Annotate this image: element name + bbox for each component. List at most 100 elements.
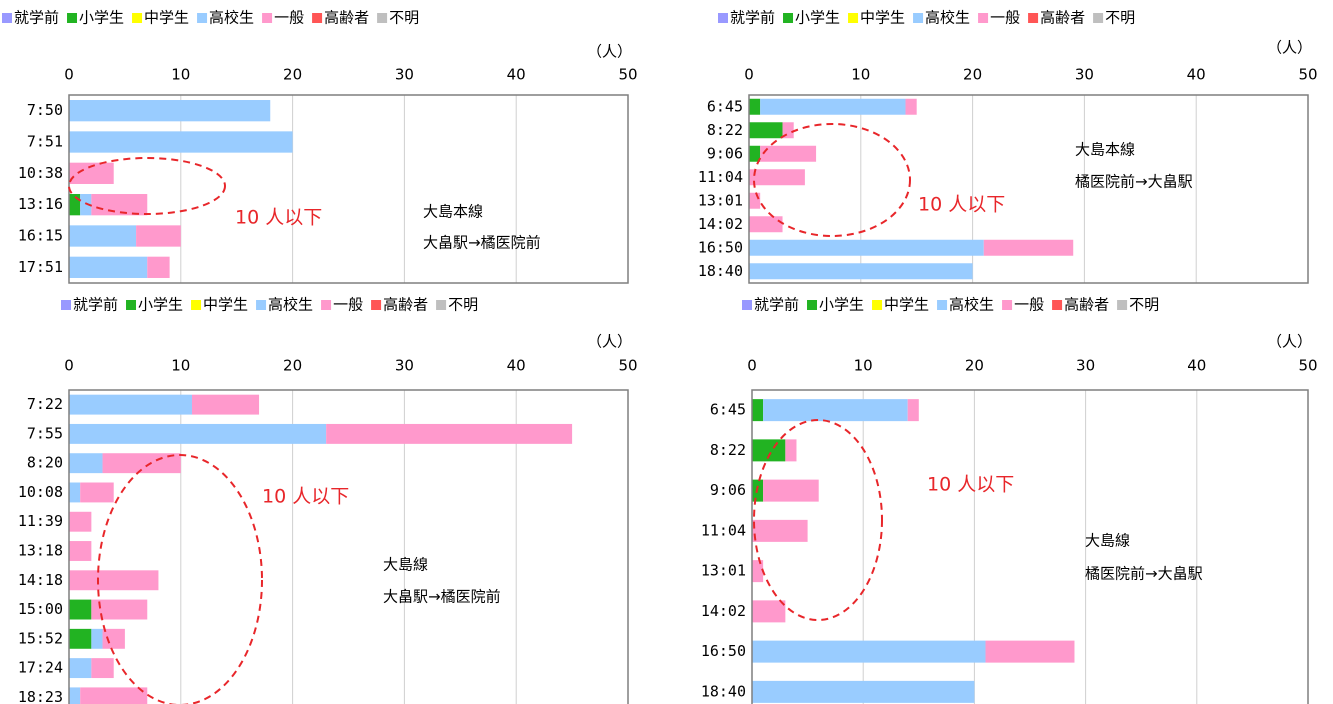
legend-swatch	[783, 13, 794, 23]
route-note: 大島線	[383, 556, 428, 574]
bar-segment	[752, 439, 786, 462]
legend-label: 小学生	[819, 296, 864, 314]
annotation: 10 人以下	[235, 207, 322, 229]
bar-segment	[69, 570, 159, 591]
plot-frame	[68, 94, 629, 284]
legend-label: 中学生	[203, 296, 248, 314]
x-tick-label: 20	[963, 66, 982, 84]
y-tick-label: 7:22	[27, 395, 63, 413]
x-tick-label: 10	[171, 66, 190, 84]
annotation: 10 人以下	[262, 486, 349, 508]
bar-segment	[752, 640, 986, 663]
bar-segment	[102, 628, 125, 649]
x-tick-label: 10	[851, 66, 870, 84]
x-tick-label: 0	[64, 66, 74, 84]
legend-label: 高校生	[949, 296, 994, 314]
x-tick-label: 10	[854, 357, 873, 375]
y-tick-label: 11:39	[18, 512, 63, 530]
y-tick-label: 6:45	[707, 97, 743, 115]
legend-label: 不明	[1105, 9, 1135, 27]
bar-segment	[763, 399, 908, 422]
legend-swatch	[913, 13, 924, 23]
legend-label: 不明	[448, 296, 478, 314]
bar-segment	[69, 394, 192, 415]
legend-swatch	[1028, 13, 1039, 23]
unit-label: （人）	[1267, 333, 1312, 351]
bar-segment	[91, 658, 114, 679]
legend-label: 一般	[274, 9, 304, 27]
y-tick-label: 11:04	[701, 521, 746, 539]
bar-segment	[752, 399, 764, 422]
y-tick-label: 9:06	[707, 144, 743, 162]
legend-label: 高校生	[209, 9, 254, 27]
plot-frame	[751, 389, 1309, 704]
legend-label: 中学生	[144, 9, 189, 27]
legend-swatch	[67, 13, 78, 23]
y-tick-label: 15:00	[18, 600, 63, 618]
bar-segment	[752, 560, 764, 583]
bar-segment	[191, 394, 260, 415]
unit-label: （人）	[587, 43, 632, 61]
legend-swatch	[191, 300, 202, 310]
legend-swatch	[1052, 300, 1063, 310]
unit-label: （人）	[1267, 39, 1312, 57]
x-tick-label: 20	[283, 66, 302, 84]
legend-swatch	[256, 300, 267, 310]
annotation: 10 人以下	[927, 474, 1014, 496]
bar-segment	[69, 256, 148, 278]
legend-swatch	[436, 300, 447, 310]
y-tick-label: 18:40	[698, 262, 743, 280]
route-note: 大島本線	[1075, 141, 1135, 159]
legend-label: 一般	[1014, 296, 1044, 314]
route-note: 大畠駅→橘医院前	[423, 234, 541, 252]
bar-segment	[749, 263, 973, 280]
x-tick-label: 50	[618, 66, 637, 84]
route-note: 大畠駅→橘医院前	[383, 588, 501, 606]
legend-label: 不明	[1129, 296, 1159, 314]
x-tick-label: 50	[1298, 66, 1317, 84]
bar-segment	[69, 194, 81, 216]
legend-label: 就学前	[730, 9, 775, 27]
bar-segment	[752, 680, 975, 703]
annotation: 10 人以下	[918, 194, 1005, 216]
plot-frame	[68, 389, 629, 704]
bar-segment	[91, 599, 148, 620]
legend-swatch	[262, 13, 273, 23]
bar-segment	[752, 600, 786, 623]
bar-segment	[136, 225, 181, 247]
route-note: 橘医院前→大畠駅	[1085, 565, 1203, 583]
y-tick-label: 10:08	[18, 483, 63, 501]
x-tick-label: 30	[395, 66, 414, 84]
bar-segment	[69, 628, 92, 649]
y-tick-label: 13:01	[698, 191, 743, 209]
bar-segment	[69, 658, 92, 679]
legend-label: 高校生	[268, 296, 313, 314]
bar-segment	[907, 399, 919, 422]
route-note: 橘医院前→大畠駅	[1075, 173, 1193, 191]
y-tick-label: 17:24	[18, 659, 63, 677]
bar-segment	[749, 169, 805, 186]
bar-segment	[326, 423, 573, 444]
y-tick-label: 18:40	[701, 682, 746, 700]
x-tick-label: 30	[395, 357, 414, 375]
legend-label: 小学生	[795, 9, 840, 27]
legend-swatch	[1117, 300, 1128, 310]
x-tick-label: 0	[747, 357, 757, 375]
x-tick-label: 40	[507, 357, 526, 375]
bar-segment	[69, 453, 103, 474]
y-tick-label: 6:45	[710, 401, 746, 419]
x-tick-label: 10	[171, 357, 190, 375]
y-tick-label: 11:04	[698, 168, 743, 186]
callout-ellipse	[68, 157, 226, 215]
legend-swatch	[321, 300, 332, 310]
legend-label: 就学前	[754, 296, 799, 314]
bar-segment	[80, 194, 92, 216]
bar-segment	[147, 256, 170, 278]
bar-segment	[905, 98, 917, 115]
x-tick-label: 30	[1076, 357, 1095, 375]
y-tick-label: 16:50	[701, 642, 746, 660]
y-tick-label: 8:22	[707, 121, 743, 139]
bar-segment	[91, 194, 148, 216]
legend-label: 高齢者	[383, 296, 428, 314]
